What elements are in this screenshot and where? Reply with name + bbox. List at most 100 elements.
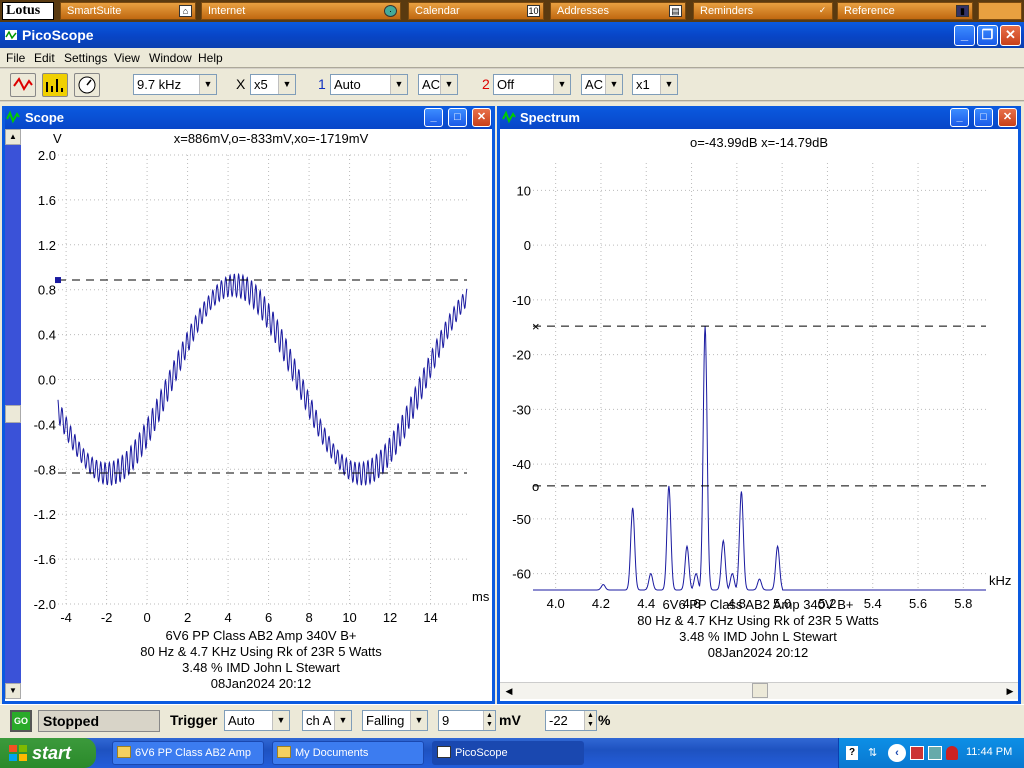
app-restore-button[interactable]: ❐	[977, 25, 998, 46]
app-title: PicoScope	[22, 27, 94, 43]
taskbar-item-amp-folder[interactable]: 6V6 PP Class AB2 Amp	[112, 741, 264, 765]
x-tick-label: 5.0	[773, 596, 791, 611]
lotus-tab-internet[interactable]: Internet ·	[201, 2, 401, 20]
ch1-range-select[interactable]: Auto ▼	[330, 74, 408, 95]
ch2-multiplier-select[interactable]: x1 ▼	[632, 74, 678, 95]
menu-view[interactable]: View	[114, 51, 140, 65]
caption-line: 3.48 % IMD John L Stewart	[679, 629, 837, 644]
y-tick-label: 0	[524, 238, 531, 253]
scope-mode-button[interactable]	[10, 73, 36, 97]
checkmark-icon: ✓	[818, 5, 827, 15]
scroll-up-icon[interactable]: ▲	[5, 129, 21, 145]
channel-2-label: 2	[482, 76, 490, 92]
meter-mode-button[interactable]	[74, 73, 100, 97]
scroll-down-icon[interactable]: ▼	[5, 683, 21, 699]
clock[interactable]: 11:44 PM	[966, 746, 1013, 758]
security-shield-icon[interactable]	[946, 746, 958, 760]
lotus-logo[interactable]: Lotus	[2, 2, 54, 20]
spectrum-mode-button[interactable]	[42, 73, 68, 97]
y-tick-label: -1.6	[34, 552, 56, 567]
meter-dial-icon	[78, 76, 96, 94]
spectrum-close-button[interactable]: ✕	[998, 108, 1017, 127]
spectrum-x-unit: kHz	[989, 573, 1011, 588]
zoom-label: X	[236, 76, 246, 92]
lotus-tab-label: Reminders	[700, 5, 754, 17]
x-tick-label: 10	[342, 610, 356, 625]
spectrum-readout: o=-43.99dB x=-14.79dB	[690, 135, 828, 150]
scope-minimize-button[interactable]: _	[424, 108, 443, 127]
menu-settings[interactable]: Settings	[64, 51, 108, 65]
y-tick-label: -0.8	[34, 462, 56, 477]
zoom-select[interactable]: x5 ▼	[250, 74, 296, 95]
start-button[interactable]: start	[0, 738, 96, 768]
x-tick-label: -2	[101, 610, 113, 625]
lotus-tab-reminders[interactable]: Reminders ✓	[693, 2, 833, 20]
trigger-level-input[interactable]: 9 ▲ ▼	[438, 710, 496, 731]
help-icon[interactable]: ?	[846, 746, 858, 760]
network-icon[interactable]: ⇅	[868, 747, 878, 759]
trigger-mode-select[interactable]: Auto ▼	[224, 710, 290, 731]
x-tick-label: 2	[184, 610, 191, 625]
caption-line: 08Jan2024 20:12	[211, 676, 311, 691]
spectrum-scroll-thumb[interactable]	[752, 683, 768, 698]
scroll-left-icon[interactable]: ◀	[505, 686, 513, 696]
x-tick-label: 5.8	[954, 596, 972, 611]
channel-1-label: 1	[318, 76, 326, 92]
spinner-icon[interactable]: ▲ ▼	[584, 711, 596, 730]
y-tick-label: 1.2	[38, 238, 56, 253]
scope-maximize-button[interactable]: □	[448, 108, 467, 127]
ch2-range-select[interactable]: Off ▼	[493, 74, 571, 95]
spectrum-title-bar: Spectrum	[500, 106, 1018, 129]
scope-scroll-thumb[interactable]	[5, 405, 21, 423]
taskbar-item-label: 6V6 PP Class AB2 Amp	[135, 747, 251, 759]
trigger-mode-value: Auto	[228, 713, 255, 728]
lotus-tab-reference[interactable]: Reference ▮	[837, 2, 973, 20]
lotus-tab-calendar[interactable]: Calendar 10	[408, 2, 544, 20]
menu-window[interactable]: Window	[149, 51, 192, 65]
spectrum-plot[interactable]: 10 0 -10 -20 -30 -40 -50 -60 4.0 4.2 4.4 4.6 4.8 5.0…	[500, 129, 1018, 681]
volume-icon[interactable]	[910, 746, 924, 760]
y-tick-label: -50	[512, 512, 531, 527]
taskbar-item-label: My Documents	[295, 747, 369, 759]
menu-help[interactable]: Help	[198, 51, 223, 65]
ch1-coupling-select[interactable]: AC ▼	[418, 74, 458, 95]
display-icon[interactable]	[928, 746, 942, 760]
chevron-down-icon: ▼	[440, 75, 457, 94]
go-button[interactable]: GO	[10, 710, 32, 732]
lotus-bar-controls[interactable]	[978, 2, 1022, 20]
ch2-range-value: Off	[497, 77, 515, 92]
x-tick-label: 4.0	[547, 596, 565, 611]
pretrigger-input[interactable]: -22 ▲ ▼	[545, 710, 597, 731]
cursor-handle-icon[interactable]	[55, 277, 61, 284]
y-tick-label: 0.0	[38, 373, 56, 388]
y-tick-label: 0.4	[38, 328, 56, 343]
chevron-down-icon: ▼	[199, 75, 216, 94]
taskbar-item-my-documents[interactable]: My Documents	[272, 741, 424, 765]
lotus-tab-smartsuite[interactable]: SmartSuite ⌂	[60, 2, 196, 20]
trigger-channel-select[interactable]: ch A ▼	[302, 710, 352, 731]
picoscope-icon	[437, 746, 451, 758]
scope-plot[interactable]: 2.0 1.6 1.2 0.8 0.4 0.0 -0.4 -0.8 -1.2 -1.6 -2.0 -…	[21, 129, 492, 699]
menu-file[interactable]: File	[6, 51, 26, 65]
menu-edit[interactable]: Edit	[34, 51, 55, 65]
trigger-edge-select[interactable]: Falling ▼	[362, 710, 428, 731]
lotus-tab-addresses[interactable]: Addresses ▤	[550, 2, 686, 20]
taskbar-item-picoscope[interactable]: PicoScope	[432, 741, 584, 765]
spinner-icon[interactable]: ▲ ▼	[483, 711, 495, 730]
trigger-edge-value: Falling	[366, 713, 405, 728]
app-close-button[interactable]: ✕	[1000, 25, 1021, 46]
scope-x-unit: ms	[472, 589, 490, 604]
tray-expand-icon[interactable]: ‹	[888, 744, 906, 762]
spectrum-maximize-button[interactable]: □	[974, 108, 993, 127]
scroll-right-icon[interactable]: ▶	[1006, 686, 1014, 696]
scope-close-button[interactable]: ✕	[472, 108, 491, 127]
spectrum-trace	[533, 326, 986, 591]
app-minimize-button[interactable]: _	[954, 25, 975, 46]
caption-line: 3.48 % IMD John L Stewart	[182, 660, 340, 675]
x-tick-label: 4.4	[637, 596, 655, 611]
lotus-tab-label: Reference	[844, 5, 895, 17]
lotus-tab-label: Addresses	[557, 5, 609, 17]
timebase-select[interactable]: 9.7 kHz ▼	[133, 74, 217, 95]
spectrum-minimize-button[interactable]: _	[950, 108, 969, 127]
ch2-coupling-select[interactable]: AC ▼	[581, 74, 623, 95]
